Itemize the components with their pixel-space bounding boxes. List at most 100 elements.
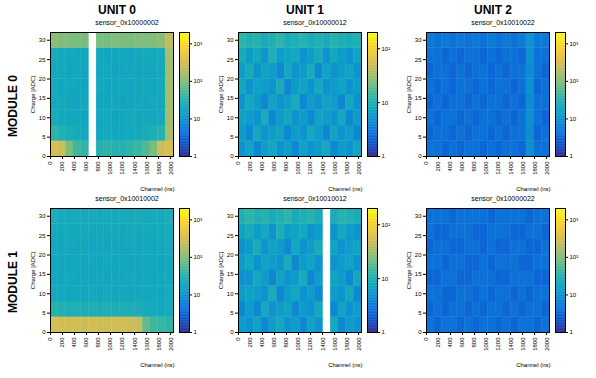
svg-text:200: 200 — [247, 161, 253, 172]
svg-text:5: 5 — [418, 134, 422, 140]
svg-text:800: 800 — [471, 337, 477, 348]
svg-text:200: 200 — [435, 337, 441, 348]
svg-text:1600: 1600 — [144, 161, 150, 175]
svg-text:Channel (ns): Channel (ns) — [328, 362, 362, 368]
svg-text:25: 25 — [415, 57, 422, 63]
svg-text:1: 1 — [194, 329, 198, 335]
svg-text:2000: 2000 — [356, 161, 362, 175]
svg-text:Charge [ADC]: Charge [ADC] — [406, 75, 412, 113]
svg-text:800: 800 — [283, 337, 289, 348]
svg-text:1200: 1200 — [495, 161, 501, 175]
svg-text:1600: 1600 — [520, 161, 526, 175]
svg-text:1600: 1600 — [332, 161, 338, 175]
svg-text:5: 5 — [418, 310, 422, 316]
svg-text:1800: 1800 — [156, 337, 162, 351]
svg-text:25: 25 — [39, 233, 46, 239]
svg-text:400: 400 — [71, 337, 77, 348]
svg-text:15: 15 — [39, 95, 46, 101]
svg-text:10: 10 — [39, 115, 46, 121]
svg-text:600: 600 — [459, 337, 465, 348]
svg-text:Channel (ns): Channel (ns) — [328, 186, 362, 192]
svg-text:200: 200 — [435, 161, 441, 172]
svg-text:1: 1 — [382, 329, 386, 335]
svg-text:10³: 10³ — [570, 41, 579, 47]
svg-text:800: 800 — [95, 337, 101, 348]
svg-text:10²: 10² — [382, 222, 391, 228]
svg-text:5: 5 — [230, 134, 234, 140]
svg-text:5: 5 — [230, 310, 234, 316]
svg-text:0: 0 — [418, 153, 422, 159]
svg-text:1800: 1800 — [344, 161, 350, 175]
svg-text:2000: 2000 — [168, 337, 174, 351]
svg-text:30: 30 — [39, 37, 46, 43]
svg-text:15: 15 — [415, 95, 422, 101]
svg-text:1200: 1200 — [495, 337, 501, 351]
svg-text:1: 1 — [382, 153, 386, 159]
svg-text:200: 200 — [59, 161, 65, 172]
svg-text:1400: 1400 — [320, 161, 326, 175]
svg-text:30: 30 — [227, 37, 234, 43]
svg-text:0: 0 — [42, 329, 46, 335]
svg-text:1000: 1000 — [483, 337, 489, 351]
svg-text:800: 800 — [283, 161, 289, 172]
svg-text:20: 20 — [415, 76, 422, 82]
svg-text:Charge [ADC]: Charge [ADC] — [218, 75, 224, 113]
svg-text:1200: 1200 — [307, 337, 313, 351]
svg-text:30: 30 — [227, 213, 234, 219]
svg-text:20: 20 — [227, 76, 234, 82]
svg-text:400: 400 — [71, 161, 77, 172]
svg-text:10: 10 — [415, 291, 422, 297]
svg-text:20: 20 — [415, 252, 422, 258]
svg-text:10: 10 — [382, 276, 389, 282]
svg-text:0: 0 — [235, 161, 241, 165]
svg-text:10²: 10² — [382, 46, 391, 52]
svg-text:800: 800 — [95, 161, 101, 172]
svg-text:1000: 1000 — [483, 161, 489, 175]
svg-text:20: 20 — [227, 252, 234, 258]
svg-text:Channel (ns): Channel (ns) — [516, 362, 550, 368]
svg-text:10: 10 — [570, 116, 577, 122]
svg-text:10²: 10² — [194, 78, 203, 84]
svg-text:600: 600 — [271, 161, 277, 172]
svg-text:1400: 1400 — [508, 337, 514, 351]
svg-text:400: 400 — [259, 337, 265, 348]
svg-text:1800: 1800 — [532, 161, 538, 175]
svg-text:1600: 1600 — [520, 337, 526, 351]
svg-text:15: 15 — [227, 271, 234, 277]
svg-text:2000: 2000 — [544, 337, 550, 351]
svg-text:200: 200 — [59, 337, 65, 348]
svg-text:1800: 1800 — [532, 337, 538, 351]
svg-text:15: 15 — [415, 271, 422, 277]
svg-text:1000: 1000 — [107, 161, 113, 175]
svg-text:Charge [ADC]: Charge [ADC] — [218, 251, 224, 289]
svg-text:10: 10 — [415, 115, 422, 121]
svg-text:10: 10 — [39, 291, 46, 297]
svg-text:400: 400 — [447, 337, 453, 348]
svg-text:0: 0 — [418, 329, 422, 335]
svg-text:1: 1 — [570, 153, 574, 159]
svg-text:2000: 2000 — [168, 161, 174, 175]
svg-text:1: 1 — [194, 153, 198, 159]
svg-text:0: 0 — [42, 153, 46, 159]
svg-text:10: 10 — [194, 292, 201, 298]
svg-text:400: 400 — [447, 161, 453, 172]
svg-text:2000: 2000 — [544, 161, 550, 175]
svg-text:15: 15 — [39, 271, 46, 277]
svg-text:1400: 1400 — [320, 337, 326, 351]
svg-text:0: 0 — [230, 329, 234, 335]
svg-text:25: 25 — [227, 233, 234, 239]
svg-text:1000: 1000 — [295, 337, 301, 351]
svg-text:10: 10 — [570, 292, 577, 298]
svg-text:Charge [ADC]: Charge [ADC] — [30, 251, 36, 289]
svg-text:0: 0 — [423, 161, 429, 165]
svg-text:1200: 1200 — [119, 337, 125, 351]
svg-text:1200: 1200 — [119, 161, 125, 175]
svg-text:30: 30 — [39, 213, 46, 219]
svg-text:200: 200 — [247, 337, 253, 348]
svg-text:15: 15 — [227, 95, 234, 101]
svg-text:30: 30 — [415, 213, 422, 219]
svg-text:25: 25 — [227, 57, 234, 63]
svg-text:Channel (ns): Channel (ns) — [516, 186, 550, 192]
svg-text:1: 1 — [570, 329, 574, 335]
svg-text:1000: 1000 — [107, 337, 113, 351]
